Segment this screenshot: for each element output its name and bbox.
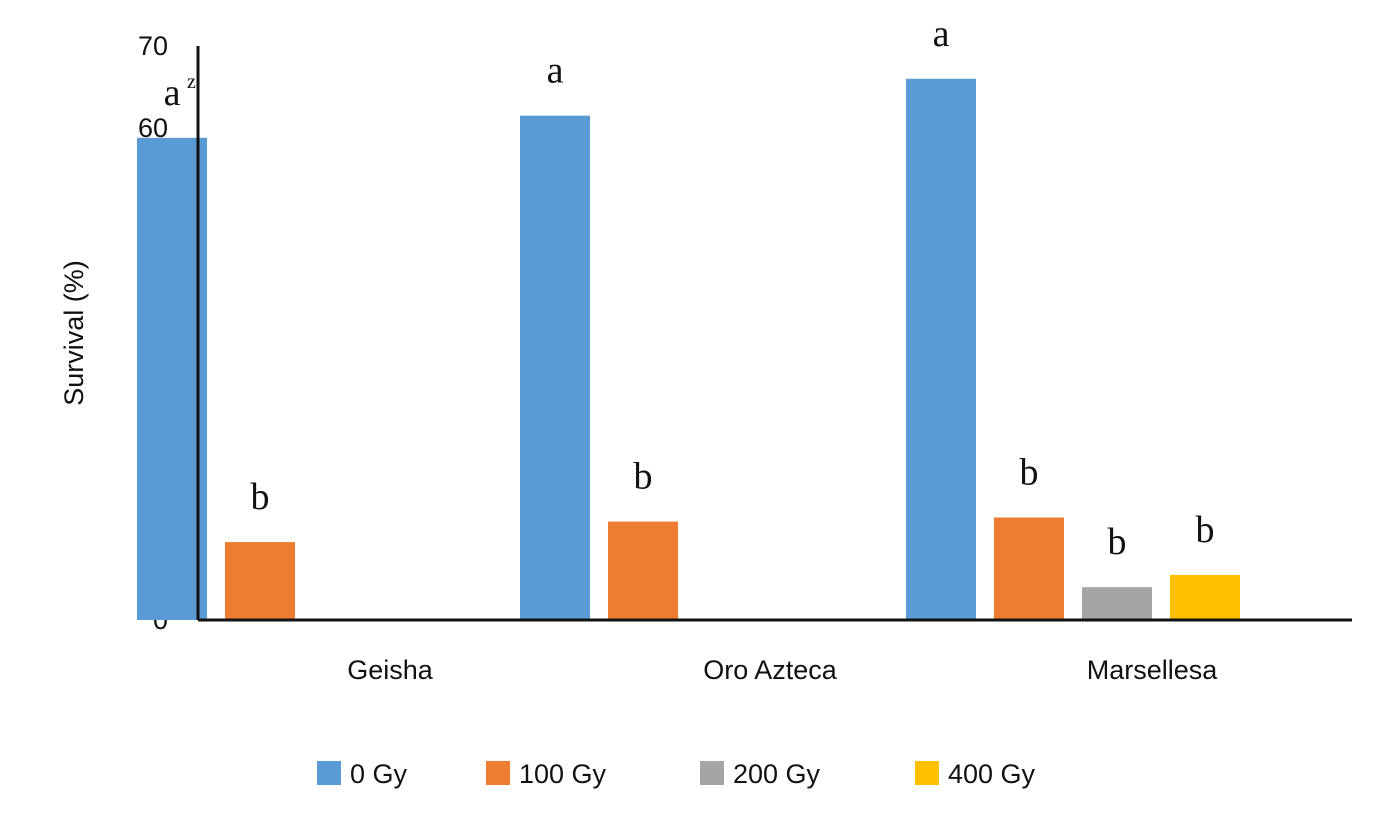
legend-label: 400 Gy	[948, 759, 1036, 789]
legend-label: 0 Gy	[350, 759, 408, 789]
bar-marsellesa-0gy	[906, 78, 976, 621]
legend-swatch	[317, 761, 341, 785]
significance-label: a	[933, 13, 950, 55]
bar-marsellesa-200gy	[1082, 587, 1152, 620]
legend: 0 Gy 100 Gy 200 Gy 400 Gy	[317, 759, 1036, 789]
significance-label: b	[251, 476, 270, 518]
significance-label: b	[1196, 509, 1215, 551]
bar-geisha-100gy	[225, 542, 295, 620]
legend-label: 200 Gy	[733, 759, 821, 789]
significance-label: a	[164, 72, 181, 114]
y-axis-label: Survival (%)	[59, 260, 89, 406]
bar-oro-azteca-0gy	[520, 115, 590, 620]
legend-label: 100 Gy	[519, 759, 607, 789]
legend-swatch	[486, 761, 510, 785]
legend-swatch	[700, 761, 724, 785]
category-label: Marsellesa	[1087, 655, 1219, 685]
bars	[137, 78, 1240, 621]
bar-marsellesa-100gy	[994, 517, 1064, 620]
y-tick-label: 70	[138, 31, 168, 61]
superscript-footnote-mark: z	[187, 71, 196, 93]
significance-label: b	[1108, 521, 1127, 563]
significance-label: b	[1020, 452, 1039, 494]
significance-label: b	[634, 456, 653, 498]
legend-swatch	[915, 761, 939, 785]
bar-marsellesa-400gy	[1170, 574, 1240, 620]
category-labels: Geisha Oro Azteca Marsellesa	[347, 655, 1218, 685]
category-label: Oro Azteca	[703, 655, 838, 685]
bar-geisha-0gy	[137, 137, 207, 620]
bar-oro-azteca-100gy	[608, 521, 678, 620]
category-label: Geisha	[347, 655, 434, 685]
significance-label: a	[547, 50, 564, 92]
